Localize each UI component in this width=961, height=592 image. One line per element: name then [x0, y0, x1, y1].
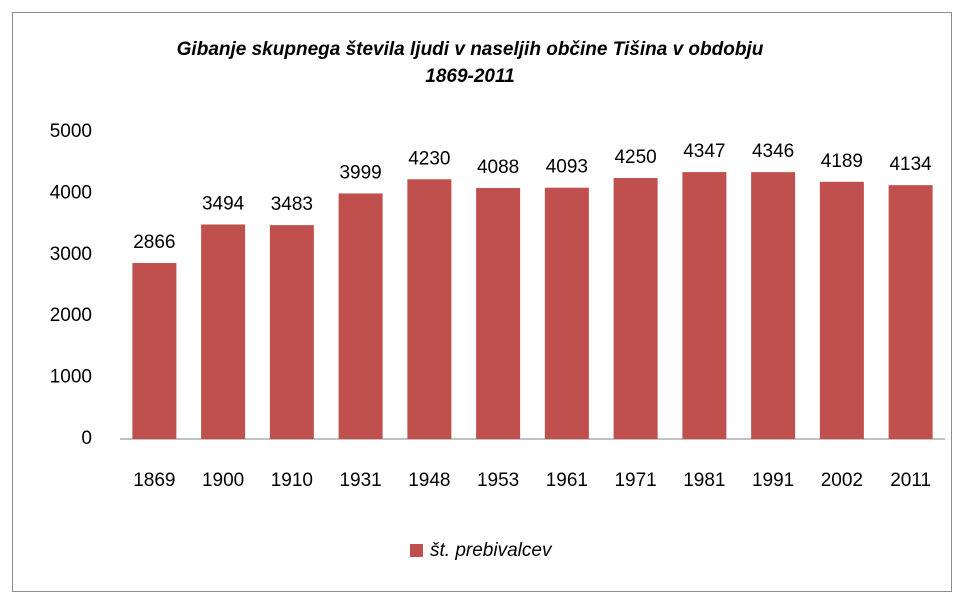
- data-label: 3483: [271, 194, 313, 215]
- bar: [682, 172, 727, 440]
- y-tick-label: 2000: [50, 305, 92, 326]
- x-tick-label: 1961: [546, 470, 588, 491]
- x-tick-label: 2011: [890, 470, 931, 491]
- x-tick-label: 1931: [339, 470, 381, 491]
- bar: [751, 172, 796, 440]
- x-tick-label: 1869: [133, 470, 175, 491]
- x-tick-label: 1953: [477, 470, 519, 491]
- y-tick-label: 1000: [50, 367, 92, 388]
- bar: [269, 225, 314, 439]
- x-tick-label: 1948: [408, 470, 450, 491]
- data-label: 4189: [821, 151, 863, 172]
- x-tick-label: 1991: [752, 470, 794, 491]
- bar: [476, 187, 521, 439]
- x-tick-label: 1900: [202, 470, 244, 491]
- bar: [201, 224, 246, 439]
- legend-swatch: [410, 544, 423, 557]
- data-label: 4230: [408, 148, 450, 169]
- data-label: 4134: [889, 154, 932, 175]
- data-label: 4250: [614, 147, 656, 168]
- bar: [544, 187, 589, 439]
- y-tick-label: 3000: [50, 244, 92, 265]
- legend-label: št. prebivalcev: [430, 540, 553, 561]
- data-label: 2866: [133, 232, 175, 253]
- y-tick-label: 0: [81, 428, 92, 449]
- y-tick-label: 5000: [50, 121, 92, 142]
- data-label: 4346: [752, 141, 794, 162]
- chart-title: Gibanje skupnega števila ljudi v naselji…: [176, 39, 764, 87]
- data-label: 3494: [202, 193, 245, 214]
- y-tick-label: 4000: [50, 182, 92, 203]
- data-label: 3999: [339, 162, 381, 183]
- bar: [819, 181, 864, 439]
- x-tick-label: 1971: [614, 470, 656, 491]
- bar: [132, 263, 177, 439]
- bar: [613, 178, 658, 440]
- bar: [407, 179, 452, 439]
- data-label: 4088: [477, 157, 519, 178]
- data-label: 4093: [546, 157, 588, 178]
- bar: [888, 185, 933, 439]
- x-tick-label: 2002: [821, 470, 863, 491]
- x-tick-label: 1910: [271, 470, 313, 491]
- x-tick-label: 1981: [683, 470, 725, 491]
- data-label: 4347: [683, 141, 725, 162]
- bar: [338, 193, 383, 439]
